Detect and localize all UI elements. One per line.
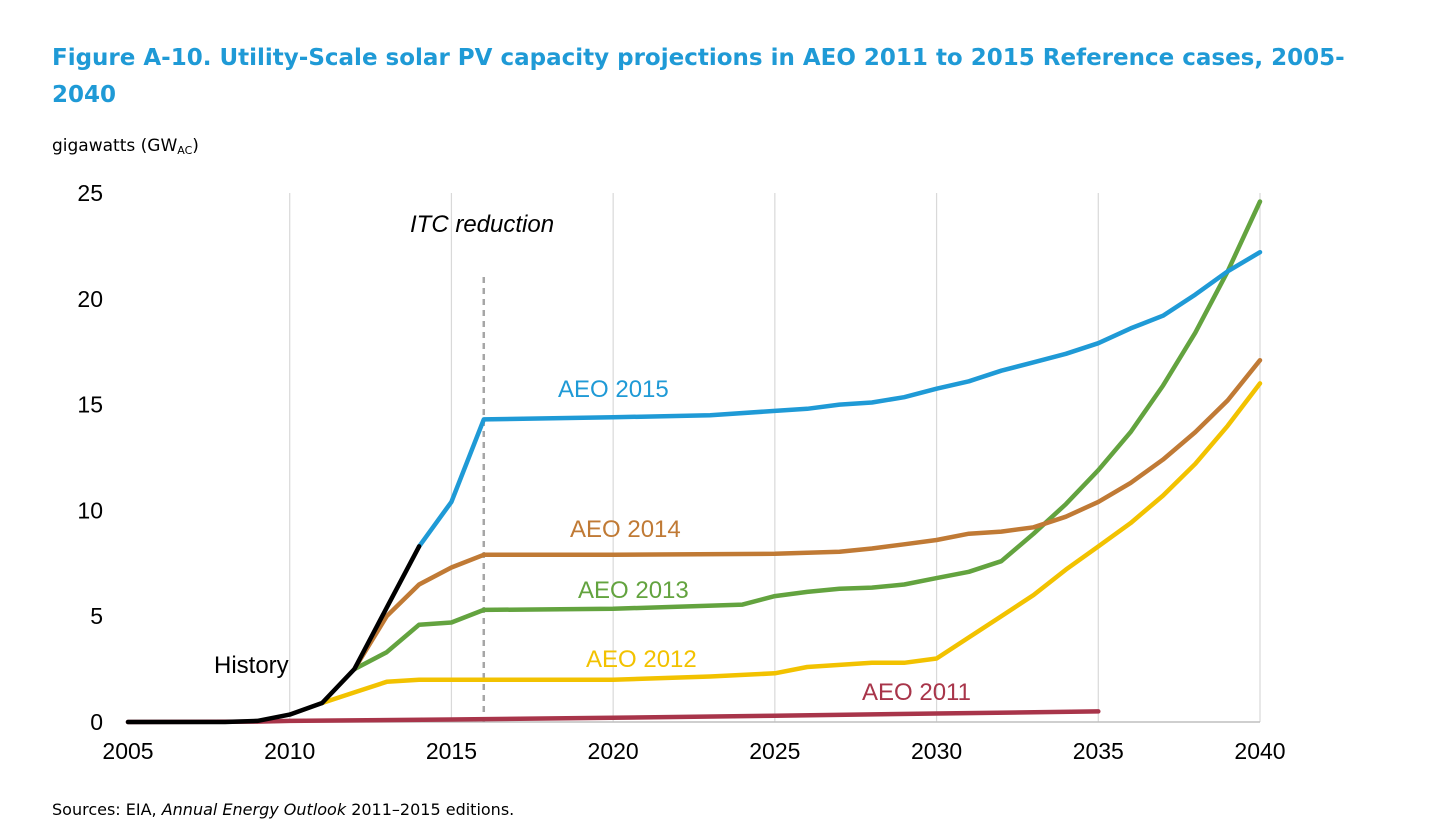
series-line-aeo-2014 [352,357,1263,672]
x-tick-label-2035: 2035 [1073,738,1124,764]
y-tick-label-20: 20 [77,286,103,312]
unit-subscript: AC [177,144,193,157]
series-line-aeo-2012 [319,381,1263,706]
series-label-aeo-2012: AEO 2012 [586,646,697,673]
x-tick-label-2025: 2025 [749,738,800,764]
source-note: Sources: EIA, Annual Energy Outlook 2011… [52,800,514,819]
x-tick-label-2005: 2005 [102,738,153,764]
gridlines [289,193,1261,722]
series-label-aeo-2014: AEO 2014 [570,516,681,543]
y-tick-label-15: 15 [77,392,103,418]
x-tick-label-2010: 2010 [264,738,315,764]
series-label-history: History [214,652,289,679]
x-tick-label-2040: 2040 [1234,738,1285,764]
source-publication: Annual Energy Outlook [161,800,347,819]
series-lines [125,199,1263,725]
series-labels: History AEO 2011 AEO 2012 AEO 2013 AEO 2014 A… [214,376,971,706]
x-tick-label-2030: 2030 [911,738,962,764]
series-line-history [125,544,422,725]
annotations: ITC reduction [410,211,554,722]
series-line-aeo-2013 [352,199,1263,672]
y-tick-label-0: 0 [90,709,103,735]
source-prefix: Sources: EIA, [52,800,162,819]
y-tick-label-5: 5 [90,603,103,629]
unit-main: gigawatts (GW [52,136,178,156]
y-tick-label-10: 10 [77,497,103,523]
series-label-aeo-2011: AEO 2011 [862,679,971,706]
y-axis-unit-label: gigawatts (GWAC) [52,136,199,157]
x-tick-label-2015: 2015 [426,738,477,764]
y-tick-label-25: 25 [77,180,103,206]
source-suffix: 2011–2015 editions. [346,800,515,819]
x-tick-label-2020: 2020 [588,738,639,764]
series-label-aeo-2015: AEO 2015 [558,376,669,403]
chart-title: Figure A-10. Utility-Scale solar PV capa… [52,45,1345,108]
unit-close: ) [192,136,199,156]
axes: 2005 2010 2015 2020 2025 2030 2035 204005101520… [77,180,1285,764]
itc-reduction-label: ITC reduction [410,211,554,238]
series-label-aeo-2013: AEO 2013 [578,577,689,604]
series-line-aeo-2015 [416,249,1263,549]
